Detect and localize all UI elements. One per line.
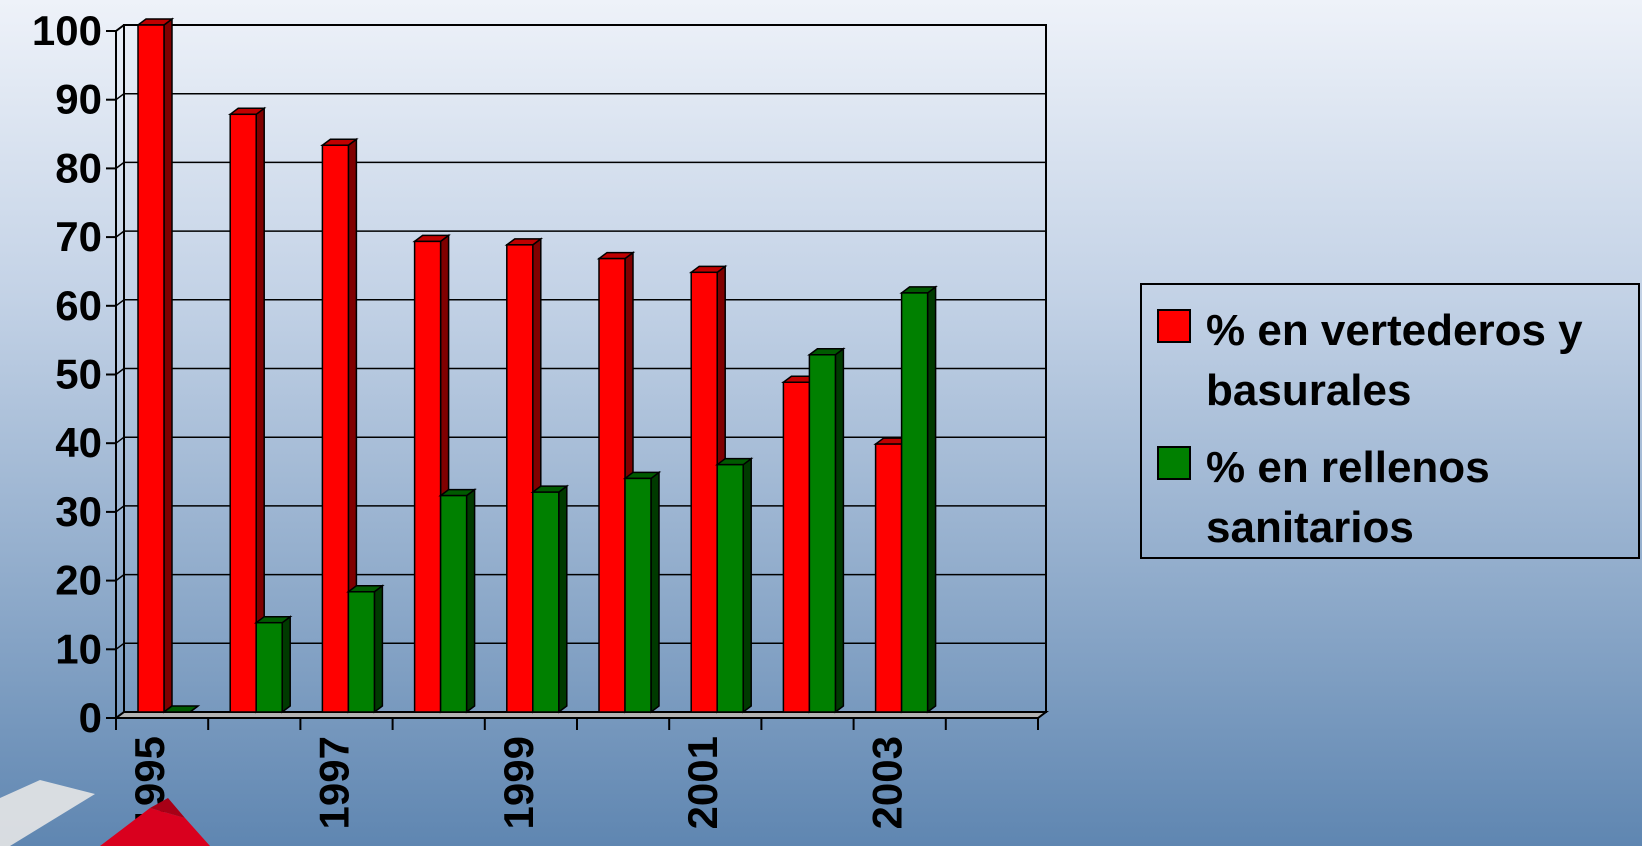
y-tick-label: 10 [55,625,102,672]
legend-entry-rellenos: % en rellenos sanitarios [1157,443,1490,552]
legend-label-vertederos-line1: % en vertederos y [1206,306,1583,355]
bar-front [347,591,376,713]
bar-front [413,240,442,713]
bar-side [281,615,291,714]
y-tick-label: 60 [55,282,102,329]
y-tick-label: 50 [55,351,102,398]
bar-front [321,144,350,713]
y-tick-label: 100 [32,7,102,54]
bar-front [690,271,718,713]
y-tick-wall [115,230,125,238]
bar-rellenos-1996 [253,615,293,714]
bar-front [255,621,283,713]
bar-side [558,484,568,714]
y-tick-label: 0 [79,694,102,741]
bar-front [137,24,165,713]
bar-top [161,705,201,713]
legend-label-rellenos-line2: sanitarios [1206,503,1414,552]
y-tick-wall [115,573,125,582]
y-axis: 0 10 20 30 40 50 60 70 80 90 100 [32,7,125,741]
y-tick-wall [115,642,125,650]
legend-label-vertederos-line2: basurales [1206,366,1411,415]
bar-side [650,470,660,714]
y-tick-label: 30 [55,488,102,535]
bar-rellenos-2002 [807,347,846,714]
bar-front [506,244,534,713]
legend-entry-vertederos: % en vertederos y basurales [1157,306,1583,415]
x-tick-label: 2003 [864,736,911,829]
bar-rellenos-1999 [530,484,570,714]
bar-side [163,17,173,714]
bar-front [532,491,560,713]
logo-mark [0,780,210,846]
bar-front [598,257,626,713]
bar-side [926,285,937,714]
bar-rellenos-1997 [346,584,385,714]
legend-swatch-vertederos [1157,309,1191,343]
bar-side [834,347,845,714]
bar-rellenos-2003 [899,285,938,714]
x-tick-label: 2001 [679,736,726,829]
bar-rellenos-1995 [161,705,201,713]
y-tick-label: 40 [55,419,102,466]
y-tick-label: 70 [55,213,102,260]
bar-front [782,381,811,713]
bar-rellenos-1998 [438,488,477,714]
y-tick-wall [115,436,125,444]
legend-label-rellenos-line1: % en rellenos [1206,443,1490,492]
y-tick-wall [115,161,125,169]
bar-front [716,463,744,713]
bar-front [900,292,929,713]
legend: % en vertederos y basurales % en relleno… [1140,283,1640,559]
bar-front [874,443,903,713]
bars [135,17,938,714]
bar-rellenos-2001 [714,457,754,714]
x-tick-label: 1999 [495,736,542,829]
bar-front [229,113,257,713]
y-tick-label: 20 [55,557,102,604]
bar-vertederos-1997 [320,137,359,714]
bar-front [624,477,652,713]
y-tick-wall [115,505,125,513]
y-tick-wall [115,24,125,32]
y-tick-wall [115,711,125,719]
bar-rellenos-2000 [622,470,662,714]
y-tick-label: 90 [55,76,102,123]
bar-side [465,488,476,714]
bar-vertederos-2000 [596,251,636,714]
legend-swatch-rellenos [1157,446,1191,480]
bar-side [373,584,384,714]
bar-vertederos-1995 [135,17,175,714]
x-axis: 1995 1997 1999 2001 2003 [115,718,1039,829]
x-tick-label: 1997 [310,736,357,829]
y-tick-label: 80 [55,144,102,191]
legend-box [1140,283,1640,559]
bar-front [808,354,837,713]
y-tick-wall [115,93,125,101]
y-tick-wall [115,367,125,376]
bar-side [742,457,752,714]
bar-front [439,494,468,713]
y-tick-wall [115,299,125,307]
